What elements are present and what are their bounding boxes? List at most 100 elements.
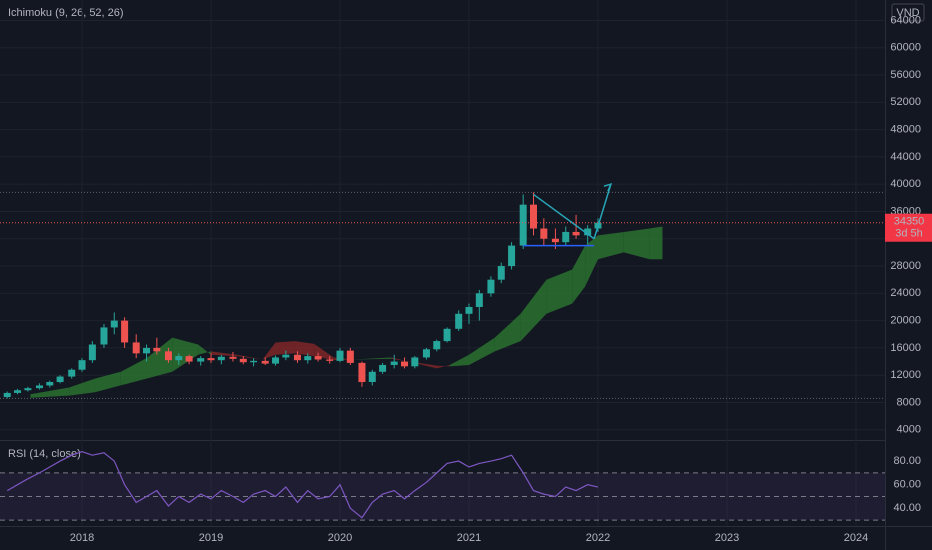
y-tick-label: 20000 (890, 315, 921, 327)
candle-body (78, 360, 86, 370)
x-tick-label: 2018 (70, 532, 94, 544)
cloud-segment (520, 279, 547, 342)
candle-body (100, 327, 108, 345)
candle-body (143, 347, 151, 354)
cloud-segment (294, 341, 315, 357)
candle-body (293, 354, 301, 361)
candle-body (368, 371, 376, 383)
candle-body (508, 245, 516, 267)
candle-body (239, 358, 247, 363)
rsi-line (6, 450, 599, 519)
trend-line (593, 183, 612, 239)
candle-body (185, 356, 193, 362)
candle-body (35, 385, 43, 389)
y-tick-label: 44000 (890, 151, 921, 163)
candle-body (304, 356, 312, 361)
x-tick-label: 2024 (844, 532, 868, 544)
cloud-segment (69, 378, 95, 396)
candle-body (497, 266, 505, 280)
cloud-segment (623, 228, 650, 260)
candle-body (261, 360, 269, 364)
candle-body (56, 376, 64, 383)
cloud-segment (146, 337, 173, 379)
cloud-segment (449, 354, 470, 367)
last-price-box (885, 213, 932, 242)
candle-body (121, 320, 129, 343)
cloud-segment (198, 344, 212, 355)
candle-body (88, 344, 96, 361)
candle-body (358, 362, 366, 383)
candle-body (379, 364, 387, 372)
rsi-tick-label: 40.00 (893, 502, 921, 514)
y-tick-label: 8000 (897, 396, 921, 408)
candle-body (540, 228, 548, 239)
rsi-title: RSI (14, close) (8, 448, 81, 460)
candle-body (455, 313, 463, 329)
x-tick-label: 2019 (199, 532, 223, 544)
cloud-segment (211, 351, 237, 357)
candle-body (519, 204, 527, 246)
candle-body (346, 350, 354, 363)
y-tick-label: 60000 (890, 42, 921, 54)
candle-body (465, 306, 473, 314)
candle-body (584, 228, 592, 236)
cloud-segment (236, 354, 263, 360)
candle-body (197, 358, 205, 362)
candle-body (250, 360, 258, 363)
x-tick-label: 2021 (457, 532, 481, 544)
cloud-segment (352, 357, 392, 360)
candle-body (475, 293, 483, 307)
currency: VND (896, 7, 919, 19)
y-tick-label: 64000 (890, 14, 921, 26)
cloud-segment (94, 371, 121, 393)
rsi-tick-label: 60.00 (893, 479, 921, 491)
y-tick-label: 48000 (890, 124, 921, 136)
candle-body (153, 347, 161, 352)
indicator-title: Ichimoku (9, 26, 52, 26) (8, 7, 124, 19)
cloud-segment (597, 231, 624, 260)
arrow-head (603, 183, 613, 192)
candle-body (551, 238, 559, 243)
candle-body (207, 358, 215, 361)
candle-body (164, 351, 172, 361)
candle-body (3, 392, 11, 398)
candle-body (422, 349, 430, 358)
candle-body (401, 361, 409, 367)
y-tick-label: 28000 (890, 260, 921, 272)
cloud-segment (469, 337, 495, 365)
x-tick-label: 2023 (715, 532, 739, 544)
y-tick-label: 56000 (890, 69, 921, 81)
y-tick-label: 16000 (890, 342, 921, 354)
last-price: 34350 (894, 216, 925, 228)
candle-body (443, 328, 451, 342)
candle-body (282, 354, 290, 358)
candle-body (24, 388, 32, 391)
countdown: 3d 5h (895, 228, 923, 240)
candle-body (272, 357, 280, 364)
candle-body (336, 350, 344, 361)
candle-body (217, 356, 225, 361)
y-tick-label: 12000 (890, 369, 921, 381)
cloud-segment (275, 341, 295, 355)
y-tick-label: 24000 (890, 287, 921, 299)
cloud-segment (494, 313, 521, 352)
cloud-segment (436, 364, 450, 369)
cloud-segment (30, 387, 70, 398)
candle-body (562, 231, 570, 243)
candle-body (572, 231, 580, 236)
x-tick-label: 2022 (586, 532, 610, 544)
candle-body (314, 356, 322, 360)
candle-body (326, 359, 334, 361)
currency-box[interactable] (891, 3, 925, 22)
cloud-segment (585, 235, 598, 287)
cloud-segment (120, 358, 147, 386)
candle-body (68, 369, 76, 377)
cloud-segment (572, 245, 586, 304)
trend-line (533, 193, 595, 240)
candle-body (14, 390, 22, 393)
candle-body (390, 361, 398, 365)
cloud-segment (649, 226, 663, 260)
candle-body (530, 204, 538, 229)
